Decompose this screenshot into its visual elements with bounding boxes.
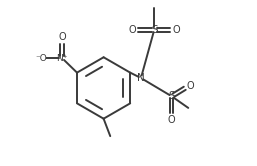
Text: N⁺: N⁺ xyxy=(56,54,68,63)
Text: O: O xyxy=(173,25,180,35)
Text: O: O xyxy=(168,115,176,125)
Text: S: S xyxy=(168,91,175,101)
Text: N: N xyxy=(137,73,145,83)
Text: S: S xyxy=(151,25,158,35)
Text: O: O xyxy=(58,32,66,42)
Text: O: O xyxy=(186,81,194,91)
Text: ⁻O: ⁻O xyxy=(35,54,47,63)
Text: O: O xyxy=(128,25,136,35)
